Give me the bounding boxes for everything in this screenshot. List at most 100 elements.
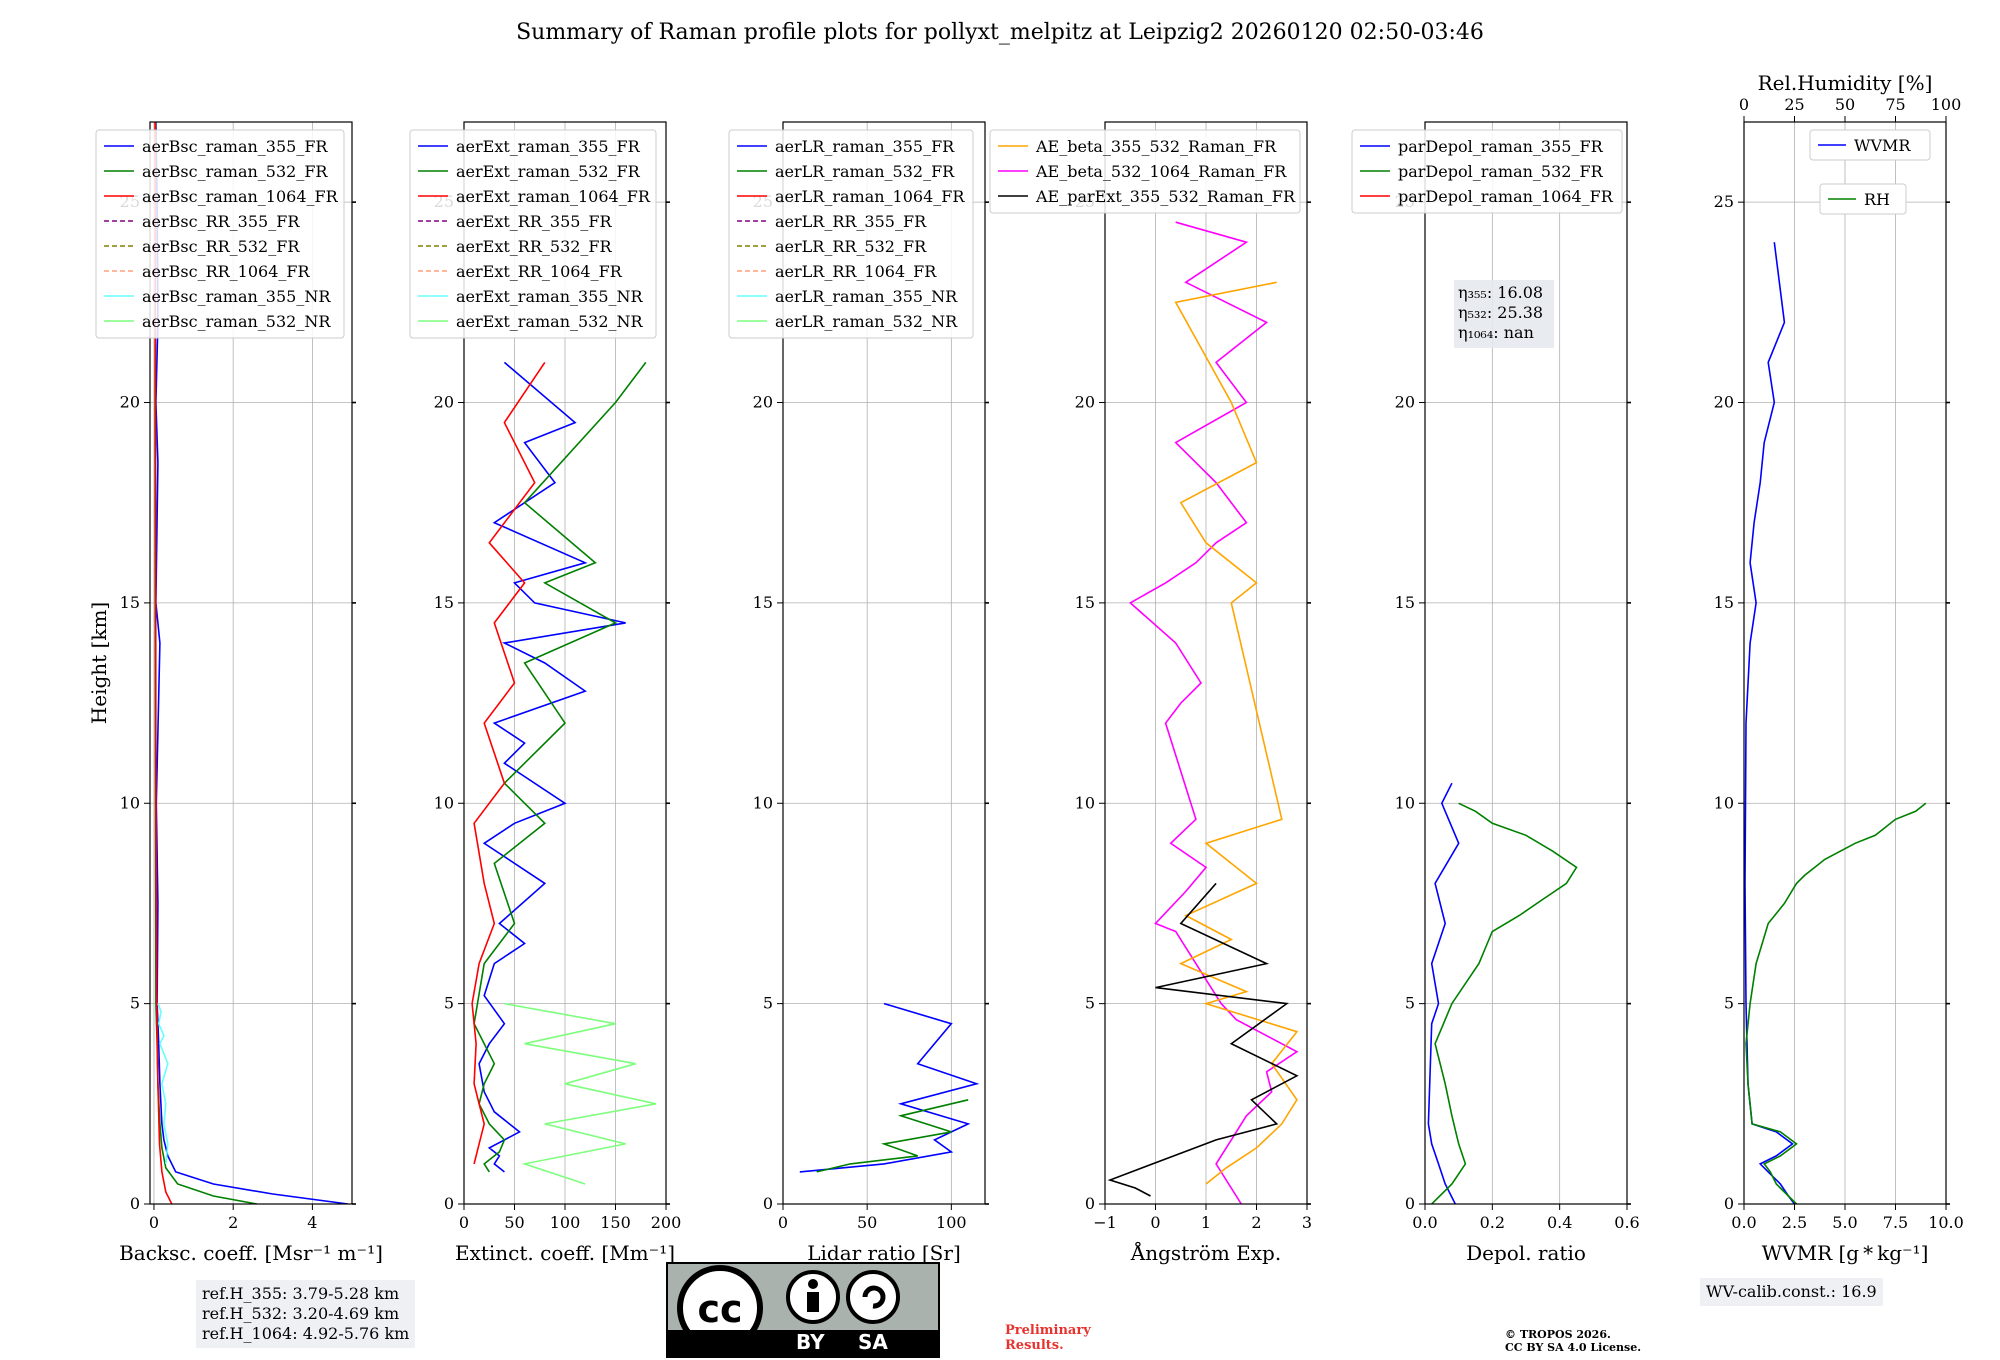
y-tick-label: 20 — [753, 393, 773, 412]
y-tick-label: 10 — [120, 793, 140, 812]
legend-label: aerBsc_raman_355_NR — [142, 287, 331, 306]
series-line-AE_beta_355_532_Raman_FR — [1174, 281, 1299, 1185]
legend-box-depol — [1351, 129, 1623, 214]
series-line-aerExt_raman_532_FR — [473, 361, 647, 1173]
x-axis-label-bsc: Backsc. coeff. [Msr⁻¹ m⁻¹] — [119, 1241, 383, 1265]
legend-label: AE_beta_355_532_Raman_FR — [1035, 137, 1277, 156]
eta-annotation-line: η₃₅₅: 16.08 — [1458, 283, 1543, 302]
legend-label: aerExt_raman_532_NR — [456, 312, 644, 331]
y-tick-label: 15 — [120, 593, 140, 612]
x-tick-label: 0.0 — [1731, 1213, 1756, 1232]
x2-axis-label: Rel.Humidity [%] — [1758, 71, 1933, 95]
x2-tick-label: 75 — [1885, 95, 1905, 114]
x-tick-label: 0 — [459, 1213, 469, 1232]
legend-label: aerBsc_raman_532_FR — [142, 162, 328, 181]
y-tick-label: 0 — [763, 1194, 773, 1213]
series-group-lr — [799, 1002, 980, 1173]
x-tick-label: 3 — [1302, 1213, 1312, 1232]
x-tick-label: 50 — [504, 1213, 524, 1232]
axes-frame-bsc — [149, 121, 353, 1205]
x-tick-label: 150 — [600, 1213, 631, 1232]
legend-box-ae — [989, 129, 1301, 214]
series-line-AE_beta_532_1064_Raman_FR — [1128, 221, 1299, 1204]
copyright-note: © TROPOS 2026. CC BY SA 4.0 License. — [1505, 1328, 1641, 1354]
y-tick-label: 5 — [444, 994, 454, 1013]
series-line-aerExt_raman_355_FR — [478, 361, 626, 1173]
cc-badge-art: cc — [677, 1265, 900, 1351]
legend-label: aerExt_raman_355_NR — [456, 287, 644, 306]
y-tick-label: 5 — [1085, 994, 1095, 1013]
panel-lr: 0501000510152025Lidar ratio [Sr]aerLR_ra… — [728, 121, 989, 1265]
legend-box-lr — [728, 129, 974, 339]
panel-ae: −101230510152025Ångström Exp.AE_beta_355… — [989, 121, 1312, 1265]
legend-label: aerBsc_raman_532_NR — [142, 312, 331, 331]
x-axis-label-depol: Depol. ratio — [1466, 1241, 1586, 1265]
series-line-WVMR — [1744, 242, 1796, 1204]
y-tick-label: 10 — [434, 793, 454, 812]
x-tick-label: 100 — [936, 1213, 967, 1232]
legend-label: aerLR_RR_532_FR — [775, 237, 927, 256]
eta-annotation-line: η₁₀₆₄: nan — [1458, 323, 1534, 342]
x2-tick-label: 100 — [1931, 95, 1962, 114]
x-axis-label-ext: Extinct. coeff. [Mm⁻¹] — [455, 1241, 675, 1265]
cc-text: cc — [697, 1287, 742, 1331]
x-tick-label: 0.6 — [1614, 1213, 1639, 1232]
y-tick-label: 0 — [1085, 1194, 1095, 1213]
wv-calibration-box: WV-calib.const.: 16.9 — [1700, 1278, 1883, 1306]
sa-label: SA — [858, 1330, 888, 1354]
x-axis-label-wv: WVMR [g * kg⁻¹] — [1762, 1241, 1929, 1265]
legend-label: RH — [1864, 190, 1890, 209]
x-tick-label: 2 — [228, 1213, 238, 1232]
y-tick-label: 0 — [130, 1194, 140, 1213]
y-tick-label: 5 — [130, 994, 140, 1013]
y-tick-label: 10 — [1714, 793, 1734, 812]
x-axis-label-ae: Ångström Exp. — [1130, 1240, 1281, 1265]
legend-label: aerBsc_raman_355_FR — [142, 137, 328, 156]
y-tick-label: 0 — [1724, 1194, 1734, 1213]
y-tick-label: 10 — [1075, 793, 1095, 812]
person-body-icon — [807, 1292, 819, 1312]
series-line-RH — [1745, 802, 1927, 1204]
legend-box-bsc — [95, 129, 345, 339]
eta-annotation-line: η₅₃₂: 25.38 — [1458, 303, 1543, 322]
y-tick-label: 5 — [1724, 994, 1734, 1013]
preliminary-line-1: Preliminary — [1005, 1323, 1091, 1338]
y-tick-label: 15 — [753, 593, 773, 612]
share-alike-icon — [846, 1270, 900, 1324]
legend-label: aerBsc_raman_1064_FR — [142, 187, 339, 206]
figure-title: Summary of Raman profile plots for polly… — [516, 20, 1484, 45]
series-line-AE_parExt_355_532_Raman_FR — [1107, 882, 1299, 1197]
x-tick-label: 4 — [307, 1213, 317, 1232]
legend-label: aerLR_raman_355_NR — [775, 287, 958, 306]
legend-label: aerExt_raman_532_FR — [456, 162, 641, 181]
legend-label: aerLR_raman_355_FR — [775, 137, 955, 156]
x-tick-label: 0 — [1150, 1213, 1160, 1232]
series-line-aerExt_raman_1064_FR — [471, 361, 546, 1165]
y-tick-label: 20 — [434, 393, 454, 412]
y-tick-label: 5 — [1405, 994, 1415, 1013]
eta-annotation-box — [1454, 280, 1554, 348]
series-line-aerLR_raman_532_FR — [816, 1099, 969, 1173]
x-tick-label: 10.0 — [1928, 1213, 1964, 1232]
panel-depol: 0.00.20.40.60510152025Depol. ratioparDep… — [1351, 121, 1640, 1265]
axes-frame-lr — [782, 121, 986, 1205]
y-tick-label: 15 — [1075, 593, 1095, 612]
legend-label: aerLR_raman_1064_FR — [775, 187, 965, 206]
legend-label: parDepol_raman_1064_FR — [1398, 187, 1614, 206]
series-line-aerBsc_raman_1064_FR — [154, 122, 173, 1204]
x-tick-label: 0.2 — [1480, 1213, 1505, 1232]
y-tick-label: 15 — [434, 593, 454, 612]
legend-label: aerLR_RR_1064_FR — [775, 262, 937, 281]
legend-box — [1819, 183, 1907, 215]
person-head-icon — [808, 1279, 818, 1289]
series-group-ext — [471, 361, 657, 1185]
legend-label: aerExt_RR_1064_FR — [456, 262, 623, 281]
panel-ext: 0501001502000510152025Extinct. coeff. [M… — [409, 121, 681, 1265]
x-tick-label: 0.0 — [1412, 1213, 1437, 1232]
x-tick-label: −1 — [1093, 1213, 1117, 1232]
ref-line-1064: ref.H_1064: 4.92-5.76 km — [202, 1324, 410, 1343]
x-tick-label: 2 — [1251, 1213, 1261, 1232]
x-tick-label: 1 — [1201, 1213, 1211, 1232]
y-tick-label: 5 — [763, 994, 773, 1013]
